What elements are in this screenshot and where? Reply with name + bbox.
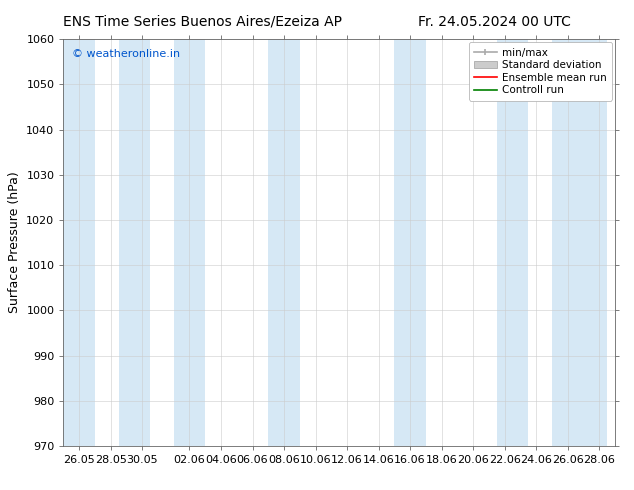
Bar — [394, 39, 426, 446]
Bar — [63, 39, 95, 446]
Bar — [268, 39, 300, 446]
Text: Fr. 24.05.2024 00 UTC: Fr. 24.05.2024 00 UTC — [418, 15, 571, 29]
Bar — [119, 39, 150, 446]
Bar — [174, 39, 205, 446]
Legend: min/max, Standard deviation, Ensemble mean run, Controll run: min/max, Standard deviation, Ensemble me… — [469, 42, 612, 100]
Text: © weatheronline.in: © weatheronline.in — [72, 49, 180, 59]
Bar — [497, 39, 528, 446]
Text: ENS Time Series Buenos Aires/Ezeiza AP: ENS Time Series Buenos Aires/Ezeiza AP — [63, 15, 342, 29]
Y-axis label: Surface Pressure (hPa): Surface Pressure (hPa) — [8, 172, 21, 314]
Bar — [552, 39, 607, 446]
